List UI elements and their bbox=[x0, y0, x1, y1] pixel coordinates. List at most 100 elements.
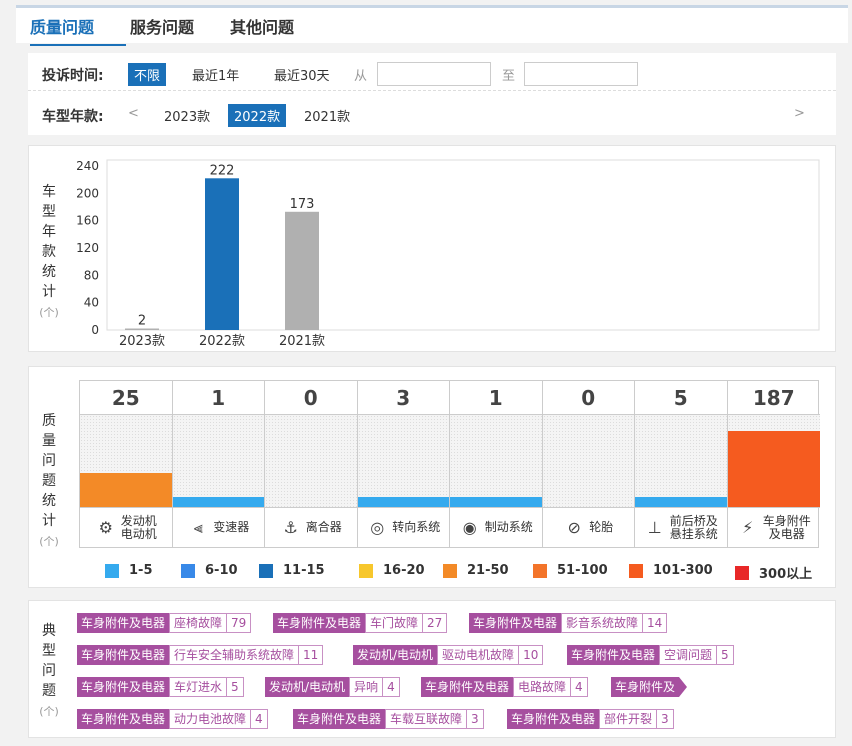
category-name-line: 前后桥及 bbox=[669, 513, 718, 528]
typical-problem-tag[interactable]: 车身附件及电器 空调问题 5 bbox=[567, 645, 734, 665]
tag-problem-name: 座椅故障 bbox=[169, 613, 227, 633]
tag-problem-name: 空调问题 bbox=[659, 645, 717, 665]
y-tick-label: 40 bbox=[84, 296, 99, 310]
category-name-line: 制动系统 bbox=[484, 520, 533, 534]
legend-label: 6-10 bbox=[205, 563, 238, 578]
category-name: 前后桥及 悬挂系统 bbox=[669, 513, 718, 541]
category-name: 车身附件 及电器 bbox=[763, 514, 811, 541]
legend-label: 11-15 bbox=[283, 563, 325, 578]
time-option-unlimited[interactable]: 不限 bbox=[128, 63, 167, 86]
category-count: 25 bbox=[80, 381, 172, 415]
tag-category: 发动机/电动机 bbox=[353, 645, 438, 665]
tag-count: 3 bbox=[656, 709, 674, 729]
active-tab-indicator bbox=[30, 44, 126, 46]
complaint-time-row: 投诉时间: 不限 最近1年 最近30天 从 至 bbox=[28, 57, 836, 91]
bar-value-label: 222 bbox=[210, 163, 235, 178]
date-from-input[interactable] bbox=[377, 62, 491, 86]
tab-service[interactable]: 服务问题 bbox=[130, 18, 195, 37]
bar-2022款[interactable] bbox=[205, 178, 239, 330]
clutch-icon: ⚓ bbox=[283, 518, 298, 537]
year-option-2022[interactable]: 2022款 bbox=[228, 104, 287, 127]
tag-problem-name: 部件开裂 bbox=[599, 709, 657, 729]
tab-quality[interactable]: 质量问题 bbox=[30, 18, 95, 37]
category-bar bbox=[450, 497, 542, 507]
typical-problems-panel: 典 型 问 题 (个) 车身附件及电器 座椅故障 79 车身附件及电器 车门故障 27 车身… bbox=[28, 600, 836, 738]
typical-problem-tag[interactable]: 发动机/电动机 驱动电机故障 10 bbox=[353, 645, 544, 665]
category-count: 1 bbox=[450, 381, 542, 415]
legend-item: 101-300 bbox=[629, 563, 713, 578]
time-option-30days[interactable]: 最近30天 bbox=[274, 69, 330, 84]
quality-category-gearshift[interactable]: 1 ⫷ 变速器 bbox=[172, 381, 265, 547]
time-option-1year[interactable]: 最近1年 bbox=[192, 69, 240, 84]
category-name-line: 及电器 bbox=[768, 526, 805, 541]
bar-2021款[interactable] bbox=[285, 211, 319, 330]
complaint-time-label: 投诉时间: bbox=[42, 68, 104, 84]
typical-problem-tag[interactable]: 车身附件及电器 行车安全辅助系统故障 11 bbox=[77, 645, 324, 665]
typical-problem-tag[interactable]: 车身附件及 bbox=[611, 677, 688, 697]
legend-item: 16-20 bbox=[359, 563, 425, 578]
y-tick-label: 80 bbox=[84, 268, 99, 282]
typical-problem-tag[interactable]: 车身附件及电器 车灯进水 5 bbox=[77, 677, 244, 697]
year-next-button[interactable]: > bbox=[794, 106, 805, 121]
tag-problem-name: 异响 bbox=[349, 677, 383, 697]
quality-category-body-electrical[interactable]: 187 ⚡ 车身附件 及电器 bbox=[727, 381, 820, 547]
tag-category: 发动机/电动机 bbox=[265, 677, 350, 697]
filter-panel: 投诉时间: 不限 最近1年 最近30天 从 至 车型年款: < 2023款 20… bbox=[28, 53, 836, 135]
category-label: ◉ 制动系统 bbox=[450, 507, 542, 547]
quality-category-steering-wheel[interactable]: 3 ◎ 转向系统 bbox=[357, 381, 450, 547]
category-name-line: 电动机 bbox=[120, 526, 157, 541]
quality-category-suspension[interactable]: 5 ⊥ 前后桥及 悬挂系统 bbox=[635, 381, 728, 547]
category-bar-area bbox=[265, 415, 357, 507]
quality-category-clutch[interactable]: 0 ⚓ 离合器 bbox=[265, 381, 358, 547]
year-prev-button[interactable]: < bbox=[128, 106, 139, 121]
tag-problem-name: 车门故障 bbox=[365, 613, 423, 633]
engine-icon: ⚙ bbox=[98, 518, 113, 537]
model-year-row: 车型年款: < 2023款 2022款 2021款 > bbox=[28, 98, 836, 132]
tire-icon: ⊘ bbox=[567, 518, 581, 537]
category-count: 5 bbox=[635, 381, 727, 415]
category-name: 发动机 电动机 bbox=[120, 514, 157, 541]
quality-category-brake-disc[interactable]: 1 ◉ 制动系统 bbox=[450, 381, 543, 547]
legend-item: 6-10 bbox=[181, 563, 238, 578]
legend-swatch bbox=[443, 563, 457, 578]
category-bar bbox=[80, 473, 172, 507]
date-to-input[interactable] bbox=[524, 62, 638, 86]
tag-count: 3 bbox=[466, 709, 484, 729]
legend-item: 300以上 bbox=[735, 563, 812, 582]
typical-problem-tag[interactable]: 车身附件及电器 影音系统故障 14 bbox=[469, 613, 668, 633]
typical-problem-tag[interactable]: 发动机/电动机 异响 4 bbox=[265, 677, 400, 697]
quality-stats-panel: 质 量 问 题 统 计 (个) 25 ⚙ 发动机 电动机 1 ⫷ 变速器 0 ⚓ 离合器 3 ◎ 转向系… bbox=[28, 366, 836, 588]
typical-problem-tag[interactable]: 车身附件及电器 座椅故障 79 bbox=[77, 613, 252, 633]
typical-problem-tag[interactable]: 车身附件及电器 电路故障 4 bbox=[421, 677, 588, 697]
tag-count: 10 bbox=[518, 645, 544, 665]
quality-category-engine[interactable]: 25 ⚙ 发动机 电动机 bbox=[80, 381, 173, 547]
category-count: 3 bbox=[357, 381, 449, 415]
legend-label: 51-100 bbox=[557, 563, 608, 578]
legend-swatch bbox=[533, 563, 547, 578]
suspension-icon: ⊥ bbox=[647, 518, 662, 537]
legend-swatch bbox=[359, 563, 373, 578]
category-bar-area bbox=[450, 415, 542, 507]
bar-value-label: 2 bbox=[138, 314, 146, 329]
year-option-2021[interactable]: 2021款 bbox=[304, 110, 351, 125]
y-tick-label: 200 bbox=[76, 186, 99, 200]
tab-other[interactable]: 其他问题 bbox=[230, 18, 295, 37]
legend-swatch bbox=[181, 563, 195, 578]
legend-item: 1-5 bbox=[105, 563, 153, 578]
legend-label: 300以上 bbox=[759, 567, 813, 582]
year-option-2023[interactable]: 2023款 bbox=[164, 110, 211, 125]
quality-category-grid: 25 ⚙ 发动机 电动机 1 ⫷ 变速器 0 ⚓ 离合器 3 ◎ 转向系统 1 ◉ 制动系统 0 ⊘ 轮胎 5 ⊥ 前后桥… bbox=[79, 380, 820, 548]
category-label: ⚙ 发动机 电动机 bbox=[80, 507, 172, 547]
quality-category-tire[interactable]: 0 ⊘ 轮胎 bbox=[542, 381, 635, 547]
x-category-label: 2023款 bbox=[119, 334, 165, 349]
bar-2023款[interactable] bbox=[125, 328, 159, 331]
typical-problem-tag[interactable]: 车身附件及电器 部件开裂 3 bbox=[507, 709, 674, 729]
category-name: 离合器 bbox=[306, 521, 342, 534]
model-year-bar-chart: 0 40 80 120 160 200 240 2 2023款 222 2022款 173 2021款 bbox=[76, 159, 820, 349]
typical-problem-tag[interactable]: 车身附件及电器 车载互联故障 3 bbox=[293, 709, 484, 729]
category-bar bbox=[172, 497, 264, 507]
typical-problem-tag[interactable]: 车身附件及电器 车门故障 27 bbox=[273, 613, 448, 633]
tag-arrow-icon bbox=[679, 677, 688, 697]
tag-count: 14 bbox=[642, 613, 668, 633]
typical-problem-tag[interactable]: 车身附件及电器 动力电池故障 4 bbox=[77, 709, 268, 729]
